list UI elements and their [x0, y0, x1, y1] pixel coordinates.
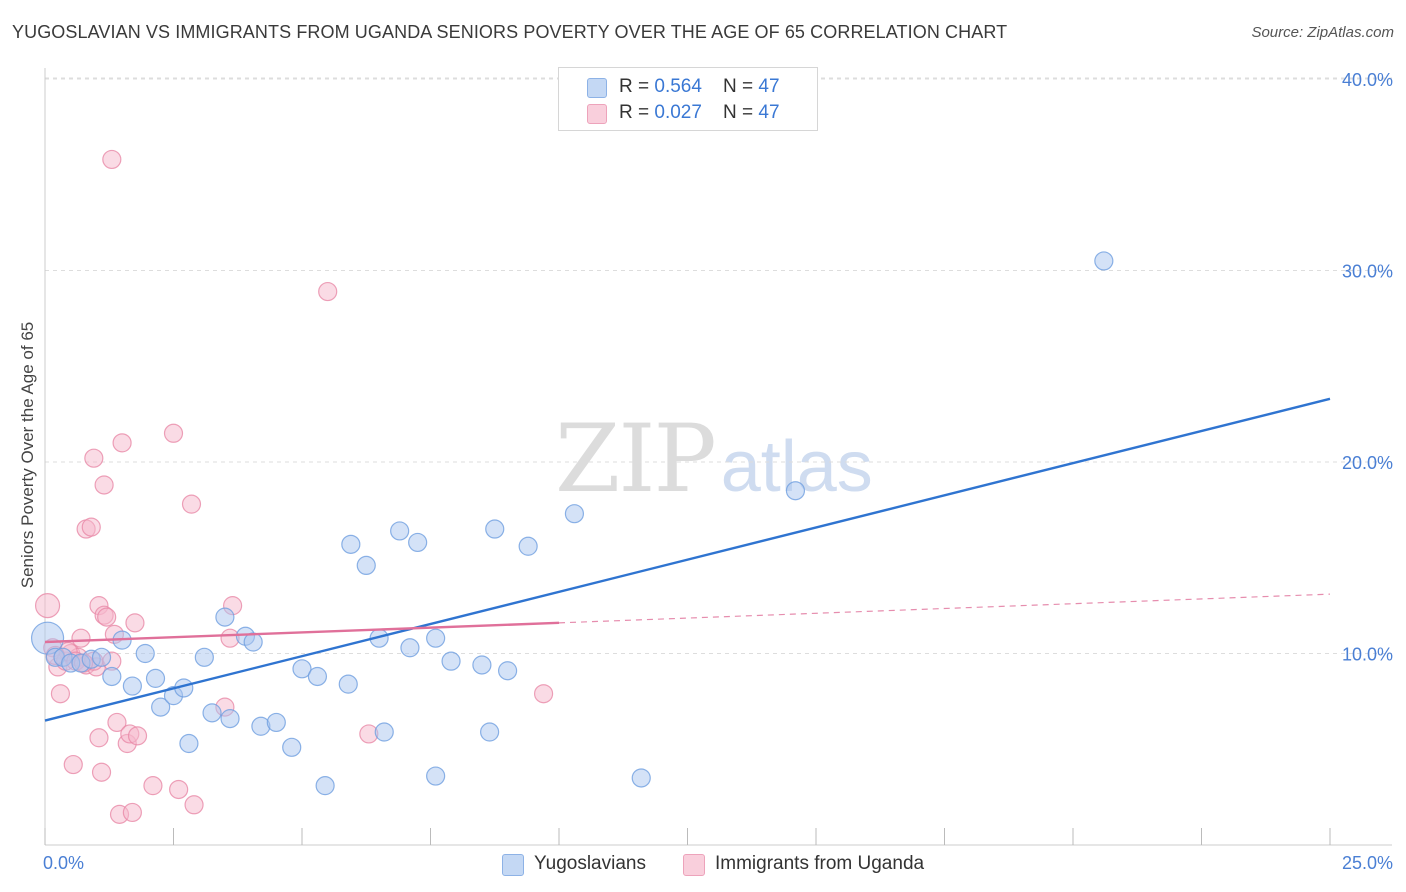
point-yugoslavian — [400, 638, 420, 658]
legend-n-value: 47 — [758, 76, 780, 97]
point-uganda — [34, 593, 61, 619]
x-tick-label-min: 0.0% — [43, 853, 84, 873]
point-yugoslavian — [338, 674, 358, 694]
point-uganda — [91, 762, 112, 782]
point-yugoslavian — [408, 532, 428, 553]
trendline-uganda-dashed — [558, 593, 1331, 624]
point-uganda — [143, 776, 163, 796]
point-uganda — [107, 712, 127, 733]
point-yugoslavian — [785, 481, 806, 501]
x-tick-label-max: 25.0% — [1342, 853, 1393, 873]
point-uganda — [112, 433, 132, 453]
point-uganda — [169, 779, 189, 800]
point-uganda — [97, 607, 117, 627]
point-yugoslavian — [441, 651, 461, 671]
point-yugoslavian — [202, 703, 222, 723]
point-yugoslavian — [220, 709, 240, 729]
point-yugoslavian — [179, 733, 199, 754]
y-tick-label: 20.0% — [1342, 453, 1393, 473]
point-uganda — [127, 726, 148, 746]
point-uganda — [122, 802, 142, 823]
point-yugoslavian — [266, 712, 286, 733]
legend-label: Immigrants from Uganda — [715, 853, 925, 874]
point-yugoslavian — [472, 655, 492, 675]
point-yugoslavian — [91, 647, 112, 667]
point-yugoslavian — [135, 643, 155, 664]
chart-title: YUGOSLAVIAN VS IMMIGRANTS FROM UGANDA SE… — [12, 22, 1008, 42]
legend-n-label: N = — [723, 76, 759, 97]
point-uganda — [81, 517, 101, 537]
point-uganda — [184, 795, 204, 815]
point-yugoslavian — [282, 737, 302, 757]
point-yugoslavian — [215, 607, 235, 627]
series-legend: Yugoslavians Immigrants from Uganda — [0, 850, 1406, 880]
point-yugoslavian — [151, 697, 171, 717]
legend-label: Yugoslavians — [534, 853, 646, 874]
source-credit: Source: ZipAtlas.com — [1251, 24, 1394, 41]
point-yugoslavian — [341, 534, 361, 554]
y-tick-label: 30.0% — [1342, 262, 1393, 282]
point-yugoslavian — [122, 676, 142, 696]
point-yugoslavian — [102, 666, 122, 687]
legend-swatch-pink — [587, 104, 607, 124]
legend-swatch-blue — [587, 78, 607, 98]
point-yugoslavian — [243, 632, 263, 652]
point-uganda — [533, 684, 554, 704]
point-yugoslavian — [307, 666, 328, 687]
point-yugoslavian — [315, 776, 335, 796]
legend-swatch-blue — [502, 854, 524, 876]
legend-swatch-pink — [683, 854, 705, 876]
point-yugoslavian — [145, 668, 166, 688]
point-yugoslavian — [426, 628, 446, 648]
point-yugoslavian — [292, 659, 312, 679]
point-yugoslavian — [480, 722, 500, 742]
legend-r-label: R = — [619, 76, 655, 97]
correlation-legend: R = 0.564 N = 47 R = 0.027 N = 47 — [558, 67, 818, 131]
point-uganda — [102, 149, 122, 170]
legend-n-value: 47 — [758, 102, 780, 123]
point-uganda — [89, 728, 109, 748]
point-yugoslavian — [564, 504, 585, 524]
point-uganda — [84, 448, 104, 468]
legend-r-label: R = — [619, 102, 655, 123]
point-uganda — [125, 613, 145, 633]
point-yugoslavian — [356, 555, 376, 576]
point-yugoslavian — [485, 519, 505, 539]
point-yugoslavian — [194, 647, 214, 667]
point-yugoslavian — [631, 768, 651, 788]
point-yugoslavian — [498, 661, 518, 681]
point-yugoslavian — [390, 521, 410, 541]
point-yugoslavian — [518, 536, 538, 556]
point-uganda — [71, 628, 91, 648]
legend-r-value: 0.564 — [654, 76, 702, 97]
legend-r-value: 0.027 — [654, 102, 702, 123]
y-tick-label: 40.0% — [1342, 70, 1393, 90]
trendline-yugoslavians — [44, 397, 1331, 722]
point-uganda — [318, 281, 338, 302]
y-tick-label: 10.0% — [1342, 645, 1393, 665]
trendline-uganda-solid — [44, 621, 560, 644]
point-uganda — [94, 475, 114, 495]
point-uganda — [181, 494, 202, 514]
point-uganda — [63, 754, 83, 775]
point-uganda — [50, 684, 71, 704]
point-yugoslavian — [426, 766, 446, 786]
point-yugoslavian — [1094, 251, 1114, 271]
point-uganda — [163, 423, 184, 443]
point-yugoslavian — [374, 722, 394, 742]
legend-n-label: N = — [723, 102, 759, 123]
